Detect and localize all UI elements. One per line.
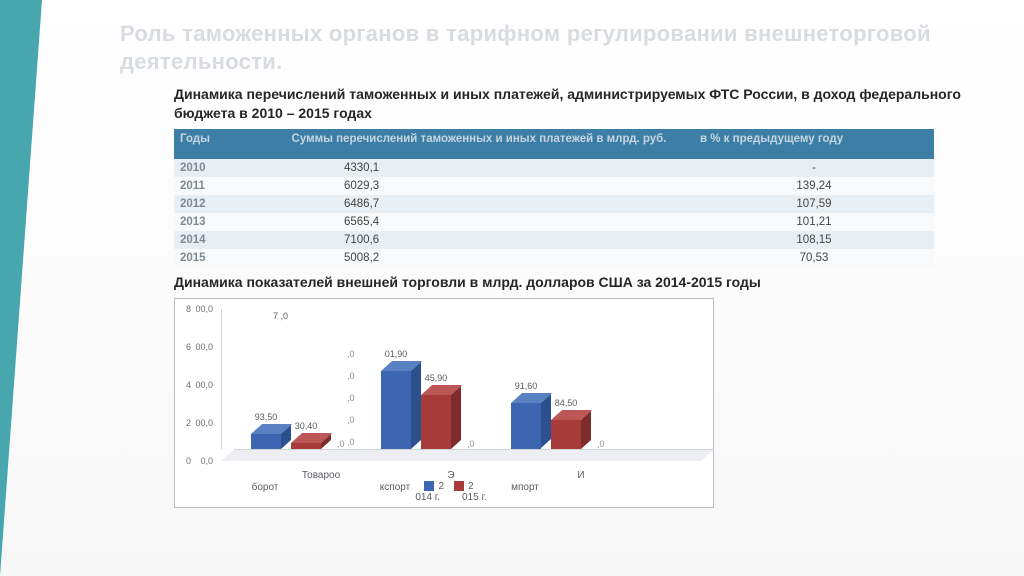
y-tick-inner: 2 [186,418,191,428]
accent-triangle [0,0,42,576]
bar-value-label: 91,60 [498,381,554,391]
stray-value-overlay: 7 ,0 [273,311,288,321]
cell-percent: 70,53 [694,249,934,267]
legend-label: 014 г. [415,492,440,503]
cell-year: 2014 [174,231,264,249]
category-label: Товароо [281,470,361,481]
y-tick-inner: 0 [186,456,191,466]
table-row: 20136565,4101,21 [174,213,934,231]
secondary-y-fragment: ,0 [347,349,355,359]
table-row: 20104330,1- [174,159,934,177]
cell-year: 2010 [174,159,264,177]
cell-percent: 139,24 [694,177,934,195]
cell-year: 2012 [174,195,264,213]
cell-percent: 108,15 [694,231,934,249]
cell-sum: 6029,3 [264,177,694,195]
y-tick-label: 00,0 [195,418,213,428]
y-tick-label: 00,0 [195,380,213,390]
secondary-y-fragment: ,0 [347,415,355,425]
chart-y-axis: 0,0000,0200,0400,0600,08 [175,309,217,461]
cell-percent: 101,21 [694,213,934,231]
cell-year: 2015 [174,249,264,267]
cell-sum: 6565,4 [264,213,694,231]
cell-sum: 4330,1 [264,159,694,177]
col-percent: в % к предыдущему году [694,129,934,159]
bar-value-label: 45,90 [408,373,464,383]
slide: Роль таможенных органов в тарифном регул… [0,0,1024,576]
legend-label: 015 г. [462,492,487,503]
cell-percent: 107,59 [694,195,934,213]
table-row: 20147100,6108,15 [174,231,934,249]
legend-swatch-2015 [454,481,464,491]
y-tick-label: 00,0 [195,304,213,314]
table-row: 20116029,3139,24 [174,177,934,195]
payments-table: Годы Суммы перечислений таможенных и ины… [174,129,934,267]
slide-title: Роль таможенных органов в тарифном регул… [120,20,982,75]
category-label: Э [411,470,491,481]
secondary-y-fragment: ,0 [347,393,355,403]
secondary-axis-mark: ,0 [597,439,605,449]
col-sums: Суммы перечислений таможенных и иных пла… [264,129,694,159]
table-row: 20126486,7107,59 [174,195,934,213]
category-label: И [541,470,621,481]
legend-swatch-2014 [424,481,434,491]
y-tick-inner: 4 [186,380,191,390]
bar-value-label: 84,50 [538,398,594,408]
chart-plot-area: 93,5030,40Товарооборот01,9045,90Экспорт9… [221,309,701,461]
cell-year: 2013 [174,213,264,231]
cell-year: 2011 [174,177,264,195]
y-tick-label: 0,0 [200,456,213,466]
cell-sum: 5008,2 [264,249,694,267]
bar-value-label: 30,40 [278,421,334,431]
cell-percent: - [694,159,934,177]
chart-floor [221,449,714,461]
y-tick-inner: 6 [186,342,191,352]
chart-legend: 22014 г.015 г. [175,481,713,503]
subtitle-2: Динамика показателей внешней торговли в … [174,273,982,292]
bar-value-label: 01,90 [368,349,424,359]
table-header-row: Годы Суммы перечислений таможенных и ины… [174,129,934,159]
y-tick-label: 00,0 [195,342,213,352]
trade-bar-chart: 0,0000,0200,0400,0600,08 93,5030,40Товар… [174,298,714,508]
secondary-axis-mark: ,0 [337,439,345,449]
y-tick-inner: 8 [186,304,191,314]
col-years: Годы [174,129,264,159]
secondary-axis-mark: ,0 [467,439,475,449]
secondary-y-fragment: ,0 [347,371,355,381]
subtitle-1: Динамика перечислений таможенных и иных … [174,85,982,123]
cell-sum: 6486,7 [264,195,694,213]
table-row: 20155008,270,53 [174,249,934,267]
secondary-y-fragment: ,0 [347,437,355,447]
legend-label: 2 [468,481,474,492]
cell-sum: 7100,6 [264,231,694,249]
legend-label: 2 [438,481,444,492]
